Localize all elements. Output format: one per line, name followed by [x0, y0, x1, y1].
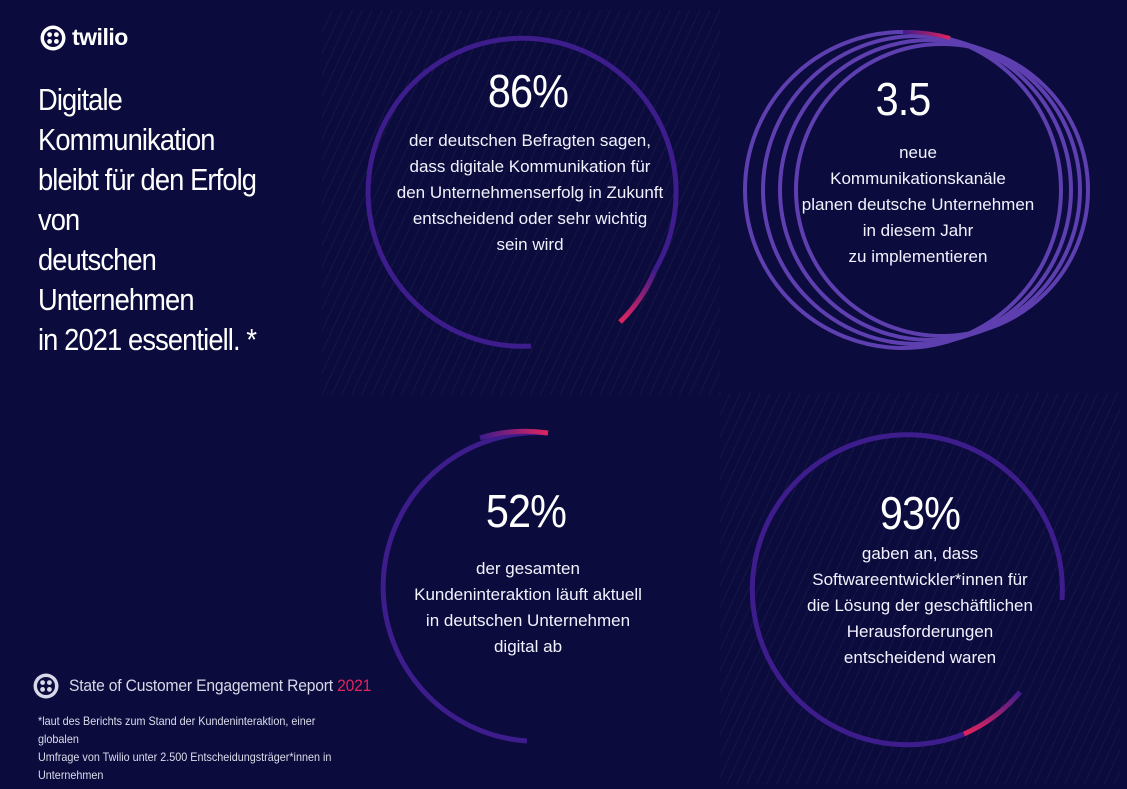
headline: Digitale Kommunikation bleibt für den Er…: [38, 82, 257, 357]
hatch-pattern: [720, 393, 1120, 785]
hatch-pattern: [322, 10, 720, 395]
report-title: State of Customer Engagement Report 2021: [69, 676, 372, 695]
ring-52: [380, 430, 549, 744]
ring-86-accent: [618, 269, 658, 324]
twilio-logo-icon: [40, 25, 66, 50]
footnote: *laut des Berichts zum Stand der Kundeni…: [38, 714, 332, 782]
stat-value-93: 93%: [879, 487, 961, 539]
stat-value-52: 52%: [485, 485, 567, 537]
stat-text-86: der deutschen Befragten sagen, dass digi…: [396, 131, 664, 254]
report-branding: State of Customer Engagement Report 2021: [33, 673, 397, 699]
report-year: 2021: [337, 676, 372, 695]
ring-93-accent: [962, 690, 1022, 737]
ring-3-5-accent: [902, 29, 951, 40]
stat-text-52: der gesamten Kundeninteraktion läuft akt…: [414, 559, 642, 656]
stat-text-93: gaben an, dass Softwareentwickler*innen …: [807, 544, 1033, 667]
ring-86: [365, 35, 679, 349]
twilio-logo: twilio: [40, 24, 128, 51]
ring-93: [749, 432, 1065, 748]
ring-52-accent: [479, 428, 549, 441]
twilio-logo-icon: [33, 673, 59, 699]
stat-value-86: 86%: [487, 65, 569, 117]
stat-value-3-5: 3.5: [875, 73, 932, 125]
stat-text-3-5: neue Kommunikationskanäle planen deutsch…: [801, 143, 1035, 266]
brand-name: twilio: [72, 24, 128, 50]
